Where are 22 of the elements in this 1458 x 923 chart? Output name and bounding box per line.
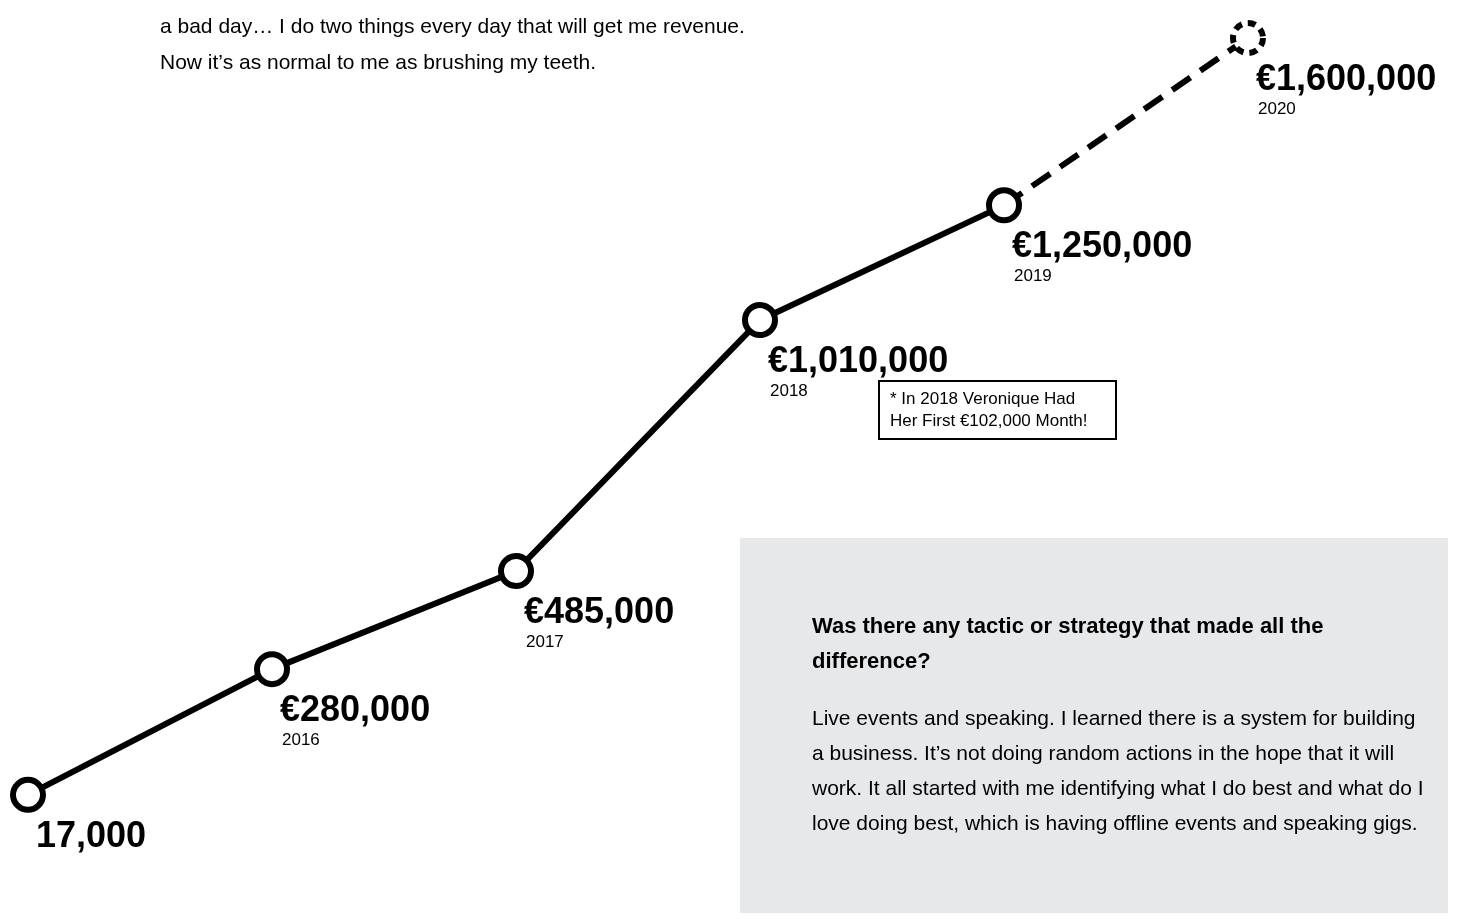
data-label: €485,000 — [524, 590, 675, 632]
point — [254, 651, 290, 688]
point — [1230, 20, 1266, 56]
annotation: a bad day… I do two things every day that will get me revenue. Now it’s as normal to me as brushing my teeth. — [160, 13, 746, 75]
point — [986, 187, 1022, 224]
x-tick-label: 2019 — [1014, 266, 1052, 286]
data-label: €1,250,000 — [1012, 224, 1193, 266]
text-panel: Was there any tactic or strategy that made all the difference? Live events and speaking. I learned there is a system for building a business. It’s not doing random actions in the hope that it will work. It all started with me identifying what I do best and what do I love doing best, which is having offline events and speaking gigs. — [740, 538, 1448, 913]
annotation: Was there any tactic or strategy that made all the difference? — [812, 612, 1325, 675]
data-label: €1,600,000 — [1256, 57, 1437, 98]
annotation: * In 2018 Veronique Had Her First €102,000 Month! — [878, 380, 1117, 440]
data-label: €1,010,000 — [768, 339, 949, 381]
x-tick-label: 2016 — [282, 730, 320, 750]
data-label: 17,000 — [36, 813, 147, 855]
x-tick-label: 2020 — [1258, 99, 1296, 118]
point — [10, 776, 46, 813]
point — [742, 302, 778, 339]
x-tick-label: 2018 — [770, 381, 808, 401]
point — [498, 553, 534, 590]
annotation: Live events and speaking. I learned there is a system for building a business. It’s not doing random actions in the hope that it will work. It all started with me identifying what I do best and what do I love doing best, which is having offline events and speaking gigs. — [812, 705, 1425, 836]
x-tick-label: 2017 — [526, 632, 564, 652]
data-label: €280,000 — [280, 688, 431, 730]
